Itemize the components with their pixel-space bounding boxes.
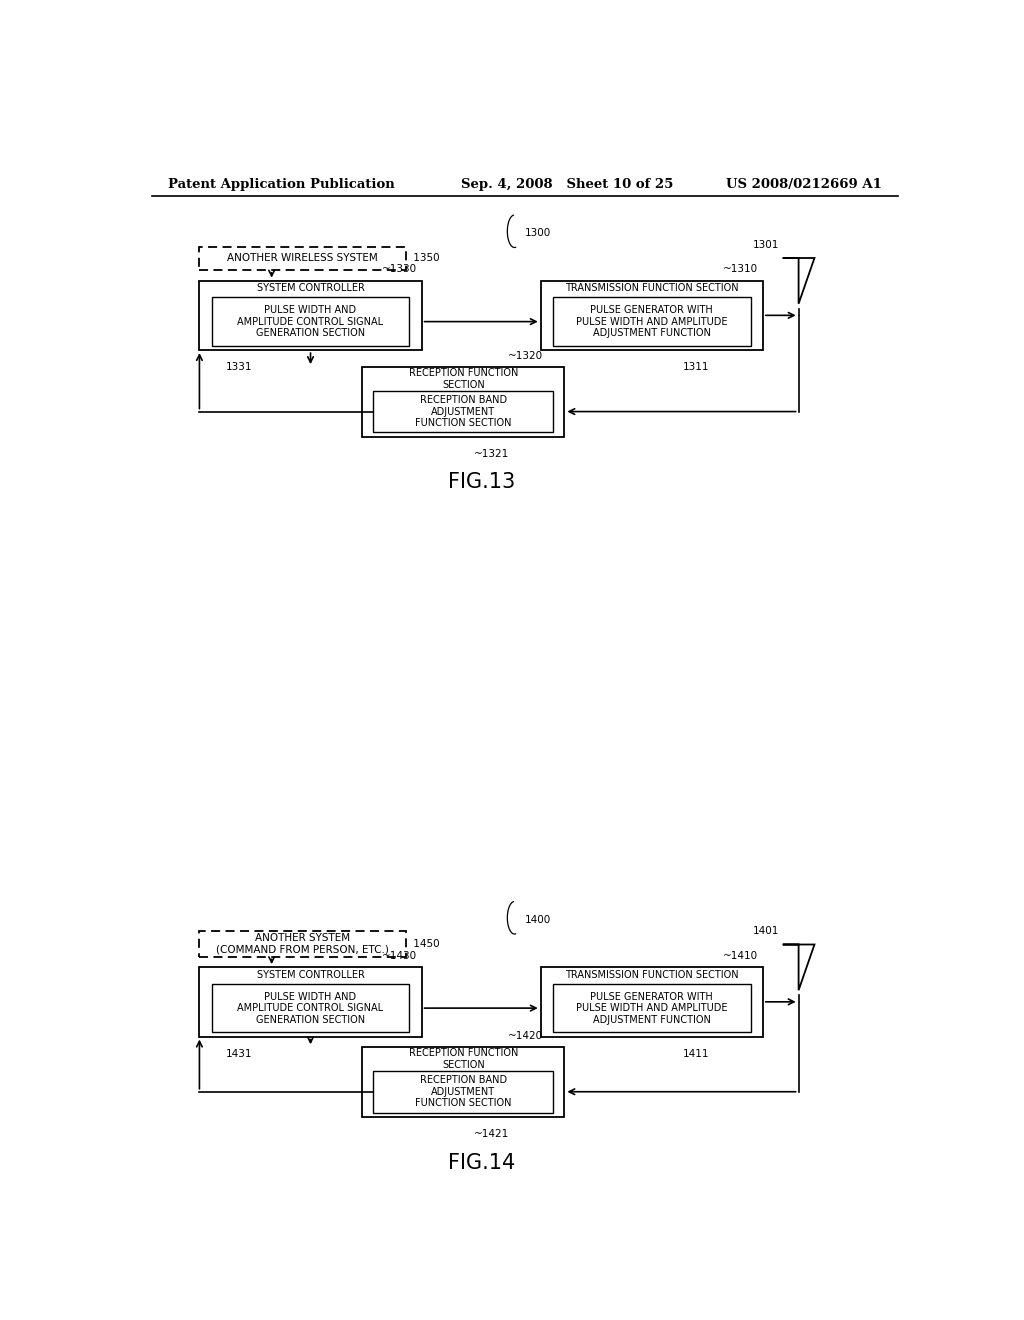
Text: Patent Application Publication: Patent Application Publication <box>168 178 394 191</box>
Text: 1450: 1450 <box>410 939 439 949</box>
Text: ~1430: ~1430 <box>382 950 417 961</box>
FancyBboxPatch shape <box>553 983 751 1032</box>
Text: 1311: 1311 <box>683 363 710 372</box>
Text: RECEPTION FUNCTION
SECTION: RECEPTION FUNCTION SECTION <box>409 1048 518 1069</box>
Text: PULSE GENERATOR WITH
PULSE WIDTH AND AMPLITUDE
ADJUSTMENT FUNCTION: PULSE GENERATOR WITH PULSE WIDTH AND AMP… <box>577 991 727 1024</box>
Text: 1401: 1401 <box>753 927 778 936</box>
Text: PULSE GENERATOR WITH
PULSE WIDTH AND AMPLITUDE
ADJUSTMENT FUNCTION: PULSE GENERATOR WITH PULSE WIDTH AND AMP… <box>577 305 727 338</box>
Text: TRANSMISSION FUNCTION SECTION: TRANSMISSION FUNCTION SECTION <box>565 284 738 293</box>
Text: 1431: 1431 <box>226 1049 253 1059</box>
Text: ANOTHER WIRELESS SYSTEM: ANOTHER WIRELESS SYSTEM <box>227 253 378 264</box>
Text: ~1320: ~1320 <box>508 351 543 360</box>
Text: FIG.14: FIG.14 <box>447 1152 515 1172</box>
Text: ~1310: ~1310 <box>723 264 758 275</box>
Text: ~1421: ~1421 <box>473 1129 509 1139</box>
FancyBboxPatch shape <box>200 931 406 957</box>
Text: 1350: 1350 <box>410 253 439 264</box>
Text: SYSTEM CONTROLLER: SYSTEM CONTROLLER <box>257 284 365 293</box>
FancyBboxPatch shape <box>200 247 406 271</box>
FancyBboxPatch shape <box>212 297 410 346</box>
Text: 1411: 1411 <box>683 1049 710 1059</box>
Text: TRANSMISSION FUNCTION SECTION: TRANSMISSION FUNCTION SECTION <box>565 970 738 979</box>
Text: RECEPTION BAND
ADJUSTMENT
FUNCTION SECTION: RECEPTION BAND ADJUSTMENT FUNCTION SECTI… <box>415 1074 512 1109</box>
Text: PULSE WIDTH AND
AMPLITUDE CONTROL SIGNAL
GENERATION SECTION: PULSE WIDTH AND AMPLITUDE CONTROL SIGNAL… <box>238 305 384 338</box>
Text: 1301: 1301 <box>753 240 778 249</box>
Text: RECEPTION FUNCTION
SECTION: RECEPTION FUNCTION SECTION <box>409 368 518 389</box>
FancyBboxPatch shape <box>362 1047 564 1117</box>
Text: Sep. 4, 2008   Sheet 10 of 25: Sep. 4, 2008 Sheet 10 of 25 <box>461 178 674 191</box>
Text: US 2008/0212669 A1: US 2008/0212669 A1 <box>726 178 882 191</box>
Text: 1300: 1300 <box>524 228 551 239</box>
Text: ~1330: ~1330 <box>382 264 417 275</box>
Text: RECEPTION BAND
ADJUSTMENT
FUNCTION SECTION: RECEPTION BAND ADJUSTMENT FUNCTION SECTI… <box>415 395 512 428</box>
Text: ANOTHER SYSTEM
(COMMAND FROM PERSON, ETC.): ANOTHER SYSTEM (COMMAND FROM PERSON, ETC… <box>216 933 389 954</box>
Text: ~1420: ~1420 <box>508 1031 543 1041</box>
FancyBboxPatch shape <box>541 281 763 350</box>
Text: 1400: 1400 <box>524 915 551 925</box>
Text: ~1321: ~1321 <box>473 449 509 459</box>
FancyBboxPatch shape <box>200 968 422 1036</box>
Text: FIG.13: FIG.13 <box>447 473 515 492</box>
FancyBboxPatch shape <box>373 391 553 433</box>
FancyBboxPatch shape <box>200 281 422 350</box>
Text: PULSE WIDTH AND
AMPLITUDE CONTROL SIGNAL
GENERATION SECTION: PULSE WIDTH AND AMPLITUDE CONTROL SIGNAL… <box>238 991 384 1024</box>
FancyBboxPatch shape <box>212 983 410 1032</box>
Text: SYSTEM CONTROLLER: SYSTEM CONTROLLER <box>257 970 365 979</box>
FancyBboxPatch shape <box>362 367 564 437</box>
Text: 1331: 1331 <box>226 363 253 372</box>
FancyBboxPatch shape <box>541 968 763 1036</box>
FancyBboxPatch shape <box>553 297 751 346</box>
FancyBboxPatch shape <box>373 1071 553 1113</box>
Text: ~1410: ~1410 <box>723 950 758 961</box>
